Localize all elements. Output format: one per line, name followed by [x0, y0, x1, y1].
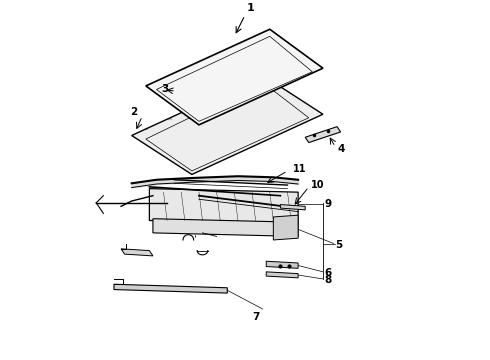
Text: 8: 8 — [325, 275, 332, 285]
Text: 9: 9 — [325, 199, 332, 209]
Polygon shape — [266, 261, 298, 268]
Text: 4: 4 — [337, 144, 344, 154]
Polygon shape — [114, 284, 227, 293]
Polygon shape — [146, 29, 323, 125]
Text: 6: 6 — [325, 268, 332, 278]
Polygon shape — [121, 249, 153, 256]
Text: 5: 5 — [335, 239, 343, 249]
Text: 2: 2 — [130, 108, 137, 117]
Polygon shape — [132, 75, 323, 175]
Text: 7: 7 — [252, 312, 259, 322]
Text: 10: 10 — [311, 180, 324, 190]
Text: 1: 1 — [246, 3, 254, 13]
Polygon shape — [305, 127, 341, 143]
Polygon shape — [273, 215, 298, 240]
Polygon shape — [153, 219, 298, 237]
Polygon shape — [149, 189, 298, 224]
Polygon shape — [266, 272, 298, 278]
Text: 11: 11 — [293, 164, 306, 174]
Text: 3: 3 — [162, 84, 169, 94]
Polygon shape — [280, 204, 305, 210]
